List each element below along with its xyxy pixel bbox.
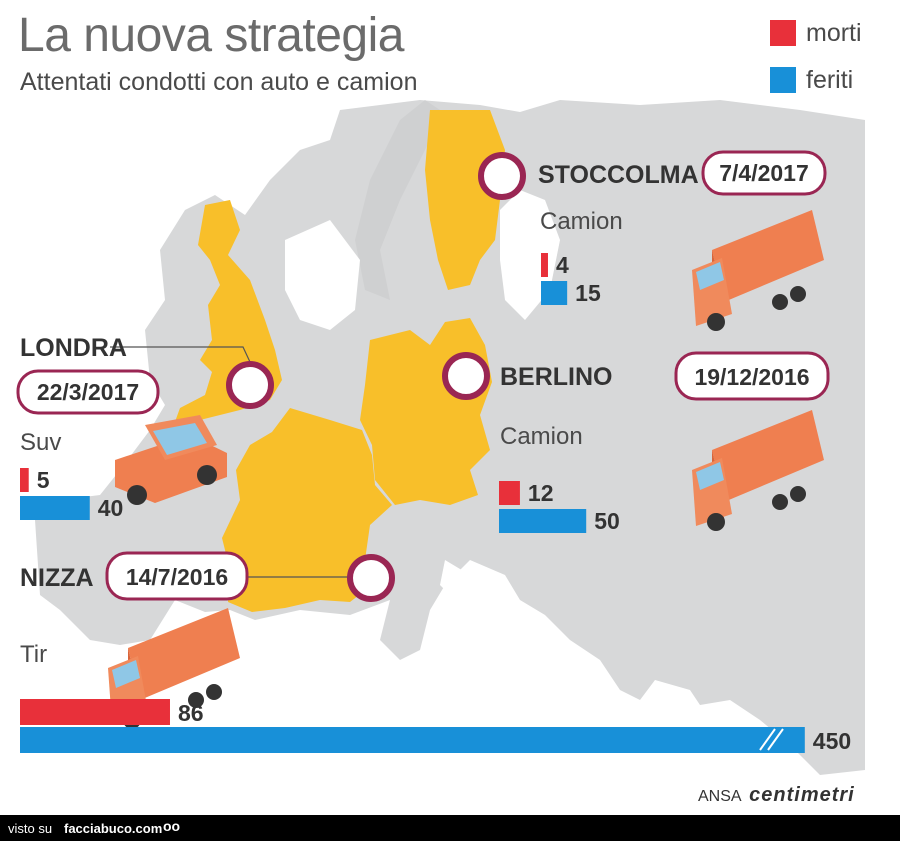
- bar-morti-stoccolma: [541, 253, 548, 277]
- date-pill-nizza: [105, 551, 249, 601]
- truck-icon: [692, 210, 824, 331]
- city-marker-berlino: [442, 352, 490, 400]
- north-sea: [285, 220, 360, 330]
- footer-bar: visto su facciabuco.com oo: [0, 815, 900, 841]
- bar-feriti-nizza: [20, 727, 805, 753]
- page-subtitle: Attentati condotti con auto e camion: [20, 68, 418, 96]
- data-label-morti-berlino: 12: [528, 480, 554, 506]
- legend-item-feriti: feriti: [770, 65, 862, 95]
- credit-brand: centimetri: [749, 784, 855, 806]
- france-highlight: [222, 408, 392, 612]
- bar-break-mark: [767, 728, 784, 751]
- date-label-stoccolma: 7/4/2017: [719, 160, 809, 186]
- europe-map: [35, 100, 865, 775]
- bar-feriti-berlino: [499, 509, 587, 533]
- truck-icon: [692, 410, 824, 531]
- vehicle-label-londra: Suv: [20, 429, 61, 456]
- vehicle-label-stoccolma: Camion: [540, 208, 623, 235]
- bar-break-mark: [759, 728, 776, 751]
- city-label-londra: LONDRA: [20, 334, 127, 362]
- credit: ANSA centimetri: [698, 784, 855, 807]
- date-pill-londra: [16, 369, 160, 415]
- city-marker-stoccolma: [478, 152, 526, 200]
- legend-swatch-feriti: [770, 67, 796, 93]
- date-label-londra: 22/3/2017: [37, 379, 139, 405]
- bar-morti-berlino: [499, 481, 520, 505]
- londra-connector: [110, 346, 251, 363]
- legend-label-feriti: feriti: [806, 65, 854, 94]
- bars-layer: [20, 253, 805, 753]
- date-pill-berlino: [674, 351, 830, 401]
- city-label-nizza: NIZZA: [20, 564, 94, 592]
- data-label-morti-londra: 5: [37, 467, 50, 493]
- data-label-feriti-berlino: 50: [594, 508, 620, 534]
- city-label-stoccolma: STOCCOLMA: [538, 161, 699, 189]
- labels-layer: 415 STOCCOLMA 7/4/2017 Camion 5 40 LONDRA 22/3/…: [16, 150, 851, 754]
- date-pill-stoccolma: [701, 150, 827, 196]
- city-marker-nizza: [347, 554, 395, 602]
- city-label-berlino: BERLINO: [500, 363, 613, 391]
- footer-site-link[interactable]: facciabuco.com: [64, 821, 163, 836]
- legend-label-morti: morti: [806, 18, 862, 47]
- vehicle-label-nizza: Tir: [20, 641, 47, 668]
- data-label-morti-stoccolma: 4: [556, 252, 569, 278]
- adriatic-sea: [440, 560, 520, 650]
- data-label-feriti-nizza: 450: [813, 728, 851, 754]
- bar-feriti-londra: [20, 496, 90, 520]
- legend-item-morti: morti: [770, 18, 862, 48]
- bar-feriti-stoccolma: [541, 281, 568, 305]
- scandinavia-land: [355, 100, 440, 300]
- bar-morti-londra: [20, 468, 29, 492]
- credit-agency: ANSA: [698, 788, 741, 805]
- data-label-feriti-stoccolma: 15: [575, 280, 601, 306]
- data-label-morti-nizza: 86: [178, 700, 204, 726]
- legend: morti feriti: [770, 18, 862, 112]
- eyes-icon: oo: [163, 818, 181, 834]
- date-label-berlino: 19/12/2016: [694, 364, 809, 390]
- page-title: La nuova strategia: [18, 9, 404, 62]
- legend-swatch-morti: [770, 20, 796, 46]
- data-label-feriti-londra: 40: [98, 495, 124, 521]
- bar-morti-nizza: [20, 699, 170, 725]
- city-marker-londra: [226, 361, 274, 409]
- suv-icon: [115, 415, 227, 505]
- germany-highlight: [360, 318, 492, 505]
- vehicle-label-berlino: Camion: [500, 423, 583, 450]
- mediterranean-sea: [200, 640, 520, 775]
- sweden-highlight: [425, 110, 505, 290]
- date-label-nizza: 14/7/2016: [126, 564, 228, 590]
- footer-visto: visto su: [8, 821, 53, 836]
